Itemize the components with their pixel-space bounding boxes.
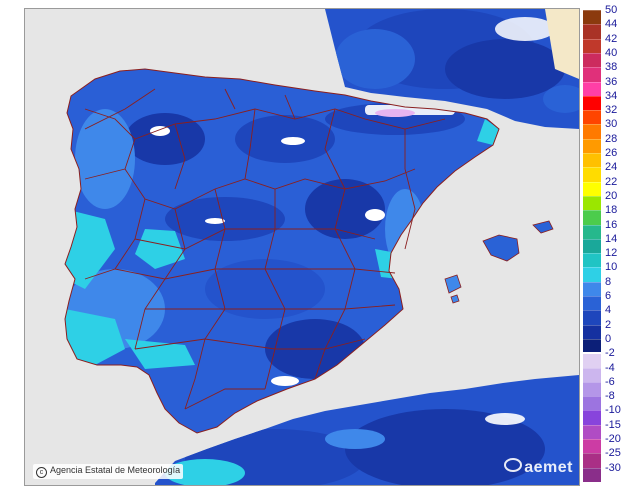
alpine-edge (545, 9, 579, 79)
legend-swatch (583, 467, 601, 483)
legend-label: -4 (605, 361, 615, 374)
province-boundaries (84, 88, 446, 410)
legend-swatch (583, 24, 601, 40)
legend-label: 24 (605, 161, 618, 174)
credit-text: Agencia Estatal de Meteorología (50, 465, 181, 475)
legend-swatch (583, 81, 601, 97)
legend-swatch (583, 381, 601, 397)
legend-swatch (583, 367, 601, 383)
legend-swatch (583, 353, 601, 368)
temperature-legend: 50 44 42 40 38 36 34 32 30 28 26 24 22 20 18 16 14 12 10 8 6… (583, 4, 621, 485)
legend-swatch (583, 410, 601, 426)
legend-swatch (583, 238, 601, 254)
legend-label: -2 (605, 347, 615, 360)
legend-label: 50 (605, 4, 618, 16)
legend-swatch (583, 95, 601, 111)
legend-swatch (583, 296, 601, 311)
map-canvas (64, 9, 579, 485)
legend-swatch (583, 67, 601, 82)
legend-label: 20 (605, 189, 618, 202)
legend-swatch (583, 310, 601, 326)
legend-swatch (583, 267, 601, 283)
legend-label: 38 (605, 61, 618, 74)
iberian-peninsula (64, 68, 500, 434)
legend-swatch (583, 167, 601, 183)
legend-swatch (583, 424, 601, 440)
legend-swatch (583, 396, 601, 411)
legend-label: 26 (605, 147, 618, 159)
legend-swatch (583, 195, 601, 211)
legend-label: 0 (605, 332, 612, 345)
legend-swatch (583, 224, 601, 240)
legend-label: 12 (605, 247, 618, 260)
legend-label: 2 (605, 318, 612, 331)
balearic-islands (444, 220, 554, 304)
legend-swatch (583, 10, 601, 25)
legend-label: 40 (605, 46, 618, 59)
legend-swatch (583, 210, 601, 225)
legend-label: 42 (605, 32, 618, 45)
aemet-logo: aemet (504, 458, 573, 477)
legend-label: 16 (605, 218, 618, 231)
legend-swatch (583, 253, 601, 268)
legend-label: 10 (605, 261, 618, 274)
legend-label: -25 (605, 447, 621, 460)
aemet-swoosh-icon (504, 458, 523, 472)
north-africa-region (155, 375, 579, 485)
legend-label: 18 (605, 204, 618, 217)
france-region (325, 9, 579, 129)
legend-label: -6 (605, 375, 615, 388)
legend-label: 36 (605, 75, 618, 88)
legend-label: 6 (605, 290, 612, 302)
legend-label: 32 (605, 104, 618, 117)
legend-swatch (583, 110, 601, 125)
legend-zero-divider (583, 352, 601, 355)
legend-label: -8 (605, 390, 615, 403)
legend-swatch (583, 153, 601, 168)
copyright-icon: c (36, 467, 47, 478)
legend-swatch (583, 181, 601, 197)
legend-label: 44 (605, 18, 618, 31)
legend-label: -20 (605, 433, 621, 445)
legend-label: 34 (605, 89, 618, 102)
legend-swatch (583, 124, 601, 140)
legend-swatch (583, 453, 601, 469)
legend-swatch (583, 138, 601, 154)
legend-label: 14 (605, 232, 618, 245)
legend-label: 8 (605, 275, 612, 288)
legend-swatch (583, 52, 601, 68)
legend-label: -10 (605, 404, 621, 417)
logo-text: aemet (524, 459, 573, 476)
legend-label: 22 (605, 175, 618, 188)
legend-swatch (583, 324, 601, 340)
temperature-map: c Agencia Estatal de Meteorología aemet (24, 8, 580, 486)
legend-label: 4 (605, 304, 612, 317)
legend-swatch (583, 439, 601, 454)
legend-label: -30 (605, 461, 621, 474)
legend-label: -15 (605, 418, 621, 431)
aemet-credit: c Agencia Estatal de Meteorología (33, 464, 184, 479)
legend-swatch (583, 38, 601, 54)
legend-swatch (583, 281, 601, 297)
legend-label: 28 (605, 132, 618, 145)
legend-swatch (583, 338, 601, 354)
legend-label: 30 (605, 118, 618, 131)
